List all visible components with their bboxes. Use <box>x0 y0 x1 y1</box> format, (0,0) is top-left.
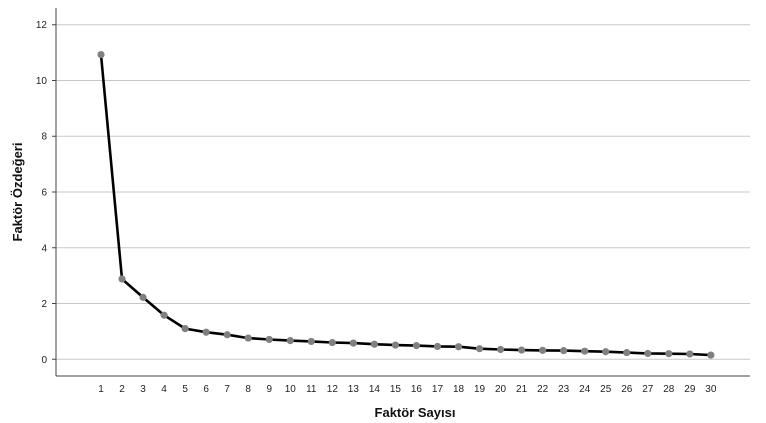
data-point-12 <box>328 338 336 347</box>
x-tick-label: 17 <box>432 384 444 395</box>
series-eigenvalues <box>97 50 715 359</box>
data-point-13 <box>349 339 357 347</box>
axes <box>52 8 750 377</box>
data-point-25 <box>602 348 610 356</box>
x-tick-label: 27 <box>642 384 654 395</box>
data-point-19 <box>475 345 484 353</box>
x-tick-label: 22 <box>537 384 549 395</box>
data-point-7 <box>223 331 231 339</box>
data-point-24 <box>581 347 589 355</box>
x-tick-label: 13 <box>348 384 360 395</box>
x-tick-label: 8 <box>245 384 251 395</box>
x-tick-label: 9 <box>266 384 272 395</box>
x-tick-label: 25 <box>600 384 612 395</box>
y-tick-labels: 0 2 4 6 8 10 12 <box>36 20 48 366</box>
x-tick-label: 1 <box>98 384 104 395</box>
data-point-20 <box>496 345 505 354</box>
x-tick-label: 20 <box>495 384 507 395</box>
data-point-10 <box>286 336 294 345</box>
x-tick-label: 29 <box>684 384 696 395</box>
x-tick-label: 3 <box>140 384 146 395</box>
data-point-22 <box>539 346 547 354</box>
y-tick-label: 4 <box>41 243 47 254</box>
x-tick-label: 26 <box>621 384 633 395</box>
data-point-3 <box>139 293 147 301</box>
series-line <box>99 54 711 357</box>
x-tick-label: 6 <box>203 384 209 395</box>
x-tick-label: 15 <box>390 384 402 395</box>
grid-lines <box>56 24 750 360</box>
x-tick-label: 30 <box>705 384 717 395</box>
y-tick-label: 8 <box>41 132 47 143</box>
y-tick-label: 10 <box>36 76 48 87</box>
x-tick-label: 10 <box>285 384 297 395</box>
x-tick-label: 7 <box>224 384 230 395</box>
x-tick-label: 21 <box>516 384 528 395</box>
data-point-18 <box>454 343 463 351</box>
y-tick-label: 12 <box>36 20 48 31</box>
data-point-5 <box>181 325 189 333</box>
data-point-9 <box>265 335 273 344</box>
y-axis-title: Faktör Özdeğeri <box>10 143 25 242</box>
data-point-28 <box>665 350 673 358</box>
x-axis-title: Faktör Sayısı <box>375 405 456 420</box>
x-tick-labels: 1 2 3 4 5 6 7 8 9 10 11 12 13 14 15 16 17 18 19 20 21 22 23 24 2… <box>98 384 717 395</box>
x-tick-label: 4 <box>161 384 167 395</box>
x-tick-label: 16 <box>411 384 423 395</box>
x-tick-label: 12 <box>327 384 339 395</box>
x-tick-label: 24 <box>579 384 591 395</box>
data-point-29 <box>686 350 694 358</box>
y-tick-label: 6 <box>41 188 47 199</box>
x-tick-label: 28 <box>663 384 675 395</box>
data-point-30 <box>707 351 715 359</box>
data-point-6 <box>202 328 210 336</box>
data-point-16 <box>412 342 421 350</box>
x-tick-label: 11 <box>306 384 317 395</box>
x-tick-label: 5 <box>182 384 188 395</box>
y-tick-label: 2 <box>41 299 47 310</box>
y-tick-label: 0 <box>41 355 47 366</box>
data-point-15 <box>391 341 400 349</box>
data-point-2 <box>118 275 126 283</box>
data-point-21 <box>518 346 526 354</box>
x-tick-label: 2 <box>119 384 125 395</box>
data-point-26 <box>623 348 631 357</box>
x-tick-label: 18 <box>453 384 465 395</box>
x-tick-label: 14 <box>369 384 381 395</box>
data-point-8 <box>244 334 252 342</box>
data-point-23 <box>560 347 568 355</box>
data-point-1 <box>97 50 105 59</box>
data-point-14 <box>370 340 378 348</box>
data-point-17 <box>433 342 442 351</box>
data-point-11 <box>307 337 315 346</box>
data-point-4 <box>160 311 168 319</box>
data-point-27 <box>644 349 652 358</box>
x-tick-label: 19 <box>474 384 486 395</box>
x-tick-label: 23 <box>558 384 570 395</box>
